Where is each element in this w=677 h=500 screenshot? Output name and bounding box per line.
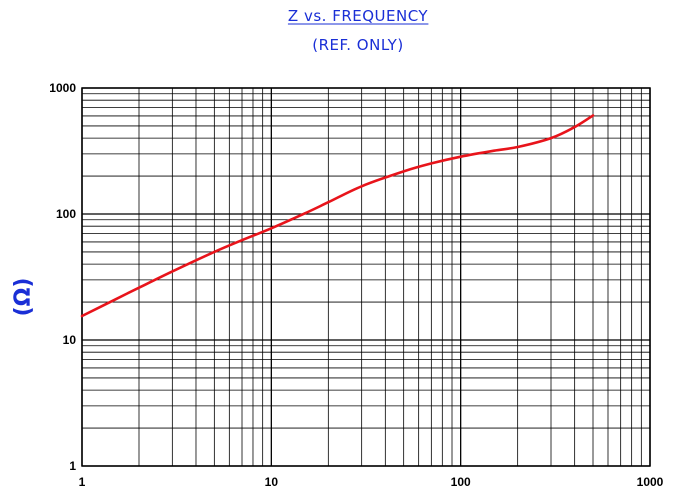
y-tick-label: 10 bbox=[63, 333, 77, 347]
chart-subtitle: (REF. ONLY) bbox=[312, 36, 403, 54]
x-tick-label: 10 bbox=[265, 475, 279, 489]
x-tick-labels: 1 10 100 1000 bbox=[79, 475, 664, 489]
y-tick-label: 100 bbox=[56, 207, 76, 221]
minor-gridlines bbox=[82, 88, 650, 466]
impedance-curve bbox=[80, 114, 595, 318]
y-axis-label: (Ω) bbox=[11, 278, 36, 317]
y-tick-label: 1000 bbox=[49, 81, 76, 95]
x-tick-label: 1 bbox=[79, 475, 86, 489]
x-tick-label: 100 bbox=[451, 475, 471, 489]
y-tick-labels: 1 10 100 1000 bbox=[49, 81, 76, 473]
major-gridlines bbox=[81, 87, 651, 467]
y-tick-label: 1 bbox=[69, 459, 76, 473]
chart-title: Z vs. FREQUENCY bbox=[288, 7, 428, 25]
plot-frame bbox=[81, 87, 651, 467]
x-tick-label: 1000 bbox=[637, 475, 664, 489]
